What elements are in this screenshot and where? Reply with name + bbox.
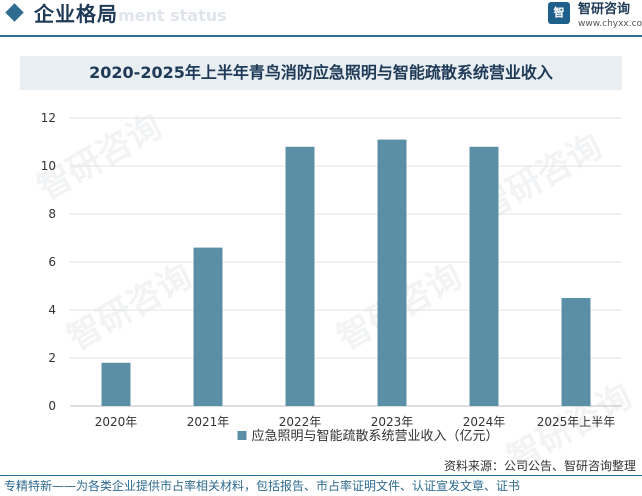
x-tick-label: 2025年上半年 <box>537 415 616 429</box>
footer-tagline: 专精特新——为各类企业提供市占率相关材料，包括报告、市占率证明文件、认证宣发文章… <box>4 479 521 493</box>
bar <box>193 247 223 406</box>
y-tick-label: 0 <box>48 399 56 413</box>
brand-name: 智研咨询 <box>578 2 631 17</box>
header-divider <box>0 35 642 37</box>
source-note: 资料来源：公司公告、智研咨询整理 <box>443 459 636 473</box>
page-header: 企业格局 ment status 智 智研咨询 www.chyxx.com <box>0 0 642 34</box>
y-tick-label: 10 <box>41 159 56 173</box>
legend-swatch <box>237 431 247 440</box>
footer-divider <box>0 475 642 476</box>
legend-label: 应急照明与智能疏散系统营业收入（亿元） <box>252 428 499 444</box>
section-title: 企业格局 <box>34 2 118 26</box>
x-tick-label: 2020年 <box>95 415 138 429</box>
bar <box>561 298 591 406</box>
x-tick-label: 2023年 <box>371 415 414 429</box>
x-tick-label: 2021年 <box>187 415 230 429</box>
brand-url: www.chyxx.com <box>578 19 642 29</box>
brand-logo-icon: 智 <box>548 2 570 24</box>
y-tick-label: 8 <box>48 207 56 221</box>
y-tick-label: 4 <box>48 303 56 317</box>
bar <box>285 146 315 407</box>
x-tick-label: 2022年 <box>279 415 322 429</box>
bar <box>469 146 499 407</box>
y-tick-label: 6 <box>48 255 56 269</box>
chart-title-band: 2020-2025年上半年青鸟消防应急照明与智能疏散系统营业收入 <box>20 56 622 90</box>
chart-title: 2020-2025年上半年青鸟消防应急照明与智能疏散系统营业收入 <box>89 63 553 82</box>
y-tick-label: 12 <box>41 111 56 125</box>
x-tick-label: 2024年 <box>463 415 506 429</box>
y-tick-label: 2 <box>48 351 56 365</box>
section-subtitle-ghost: ment status <box>118 6 227 25</box>
bar <box>101 362 131 406</box>
bar <box>377 139 407 406</box>
